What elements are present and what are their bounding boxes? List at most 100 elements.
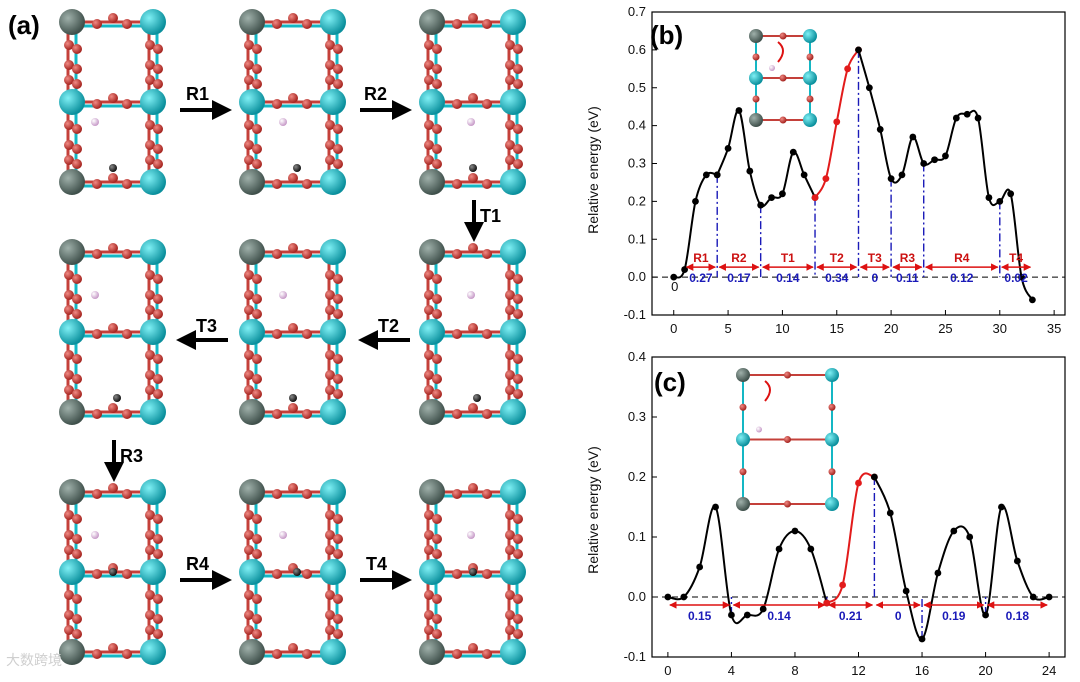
oxygen-atom — [432, 594, 442, 604]
data-point — [887, 175, 895, 183]
metal-atom — [140, 9, 166, 35]
oxygen-atom — [92, 249, 102, 259]
y-tick-label: 0.1 — [628, 231, 646, 246]
oxygen-atom — [333, 629, 343, 639]
oxygen-atom — [145, 75, 155, 85]
oxygen-atom — [92, 19, 102, 29]
oxygen-atom — [64, 120, 74, 130]
oxygen-atom — [325, 590, 335, 600]
chart-b-inset-structure — [749, 29, 817, 127]
arrow-label-r1: R1 — [186, 84, 209, 104]
barrier-label: 0.14 — [767, 609, 791, 623]
arrow-label-r4: R4 — [186, 554, 209, 574]
y-tick-label: 0.6 — [628, 42, 646, 57]
oxygen-atom — [145, 60, 155, 70]
oxygen-atom — [325, 305, 335, 315]
oxygen-atom — [244, 385, 254, 395]
oxygen-atom — [72, 294, 82, 304]
data-point — [952, 114, 960, 122]
oxygen-atom — [432, 614, 442, 624]
metal-atom — [320, 319, 346, 345]
data-point — [775, 545, 783, 553]
metal-atom — [140, 399, 166, 425]
oxygen-atom — [302, 489, 312, 499]
panel-a-structures: (a) R1 R2 T1 T2 T3 R3 R4 T4 — [8, 9, 526, 665]
oxygen-atom — [739, 468, 747, 476]
oxygen-atom — [72, 124, 82, 134]
oxygen-atom — [513, 124, 523, 134]
data-point — [712, 503, 719, 511]
oxygen-atom — [122, 489, 132, 499]
oxygen-atom — [145, 270, 155, 280]
oxygen-atom — [452, 179, 462, 189]
oxygen-atom — [424, 270, 434, 280]
oxygen-atom — [145, 370, 155, 380]
barrier-label: 0.11 — [896, 271, 919, 285]
oxygen-atom — [145, 510, 155, 520]
data-point — [909, 133, 917, 141]
data-point — [870, 473, 878, 481]
carbon-atom — [113, 394, 121, 402]
oxygen-atom — [505, 40, 515, 50]
y-tick-label: -0.1 — [624, 307, 646, 322]
data-point — [934, 569, 942, 577]
x-tick-label: 0 — [670, 321, 677, 336]
oxygen-atom — [424, 140, 434, 150]
oxygen-atom — [153, 629, 163, 639]
metal-atom — [320, 479, 346, 505]
oxygen-atom — [325, 40, 335, 50]
oxygen-atom — [252, 354, 262, 364]
metal-atom — [59, 319, 85, 345]
oxygen-atom — [72, 144, 82, 154]
oxygen-atom — [252, 159, 262, 169]
oxygen-atom — [468, 13, 478, 23]
atom — [736, 432, 750, 447]
chart-c-inset-structure — [736, 368, 839, 511]
oxygen-atom — [513, 309, 523, 319]
oxygen-atom — [432, 79, 442, 89]
data-point — [985, 194, 993, 201]
oxygen-atom — [505, 290, 515, 300]
structure-9 — [419, 479, 526, 665]
barrier-label: 0.15 — [688, 609, 712, 623]
zn-atom — [59, 239, 85, 265]
y-tick-label: 0.0 — [628, 269, 646, 284]
zn-atom — [419, 639, 445, 665]
data-point — [822, 175, 830, 183]
oxygen-atom — [145, 290, 155, 300]
segment-label: R3 — [900, 251, 916, 265]
atom — [749, 29, 763, 43]
y-tick-label: 0.5 — [628, 80, 646, 95]
y-tick-label: 0.0 — [628, 589, 646, 604]
oxygen-atom — [288, 323, 298, 333]
oxygen-atom — [64, 545, 74, 555]
y-tick-label: 0.2 — [628, 193, 646, 208]
oxygen-atom — [244, 75, 254, 85]
y-tick-label: 0.2 — [628, 469, 646, 484]
oxygen-atom — [424, 155, 434, 165]
oxygen-atom — [432, 534, 442, 544]
data-point — [746, 167, 754, 175]
oxygen-atom — [333, 294, 343, 304]
oxygen-atom — [468, 483, 478, 493]
data-point — [1029, 593, 1037, 601]
oxygen-atom — [64, 60, 74, 70]
oxygen-atom — [333, 594, 343, 604]
oxygen-atom — [272, 179, 282, 189]
oxygen-atom — [72, 274, 82, 284]
atom — [749, 71, 763, 85]
metal-atom — [500, 169, 526, 195]
zn-atom — [59, 479, 85, 505]
zn-atom — [239, 169, 265, 195]
y-tick-label: 0.1 — [628, 529, 646, 544]
oxygen-atom — [424, 610, 434, 620]
oxygen-atom — [424, 60, 434, 70]
oxygen-atom — [325, 530, 335, 540]
barrier-label: 0 — [871, 271, 878, 285]
oxygen-atom — [424, 40, 434, 50]
oxygen-atom — [272, 409, 282, 419]
oxygen-atom — [513, 534, 523, 544]
data-point — [789, 148, 797, 156]
oxygen-atom — [244, 350, 254, 360]
x-tick-label: 5 — [724, 321, 731, 336]
